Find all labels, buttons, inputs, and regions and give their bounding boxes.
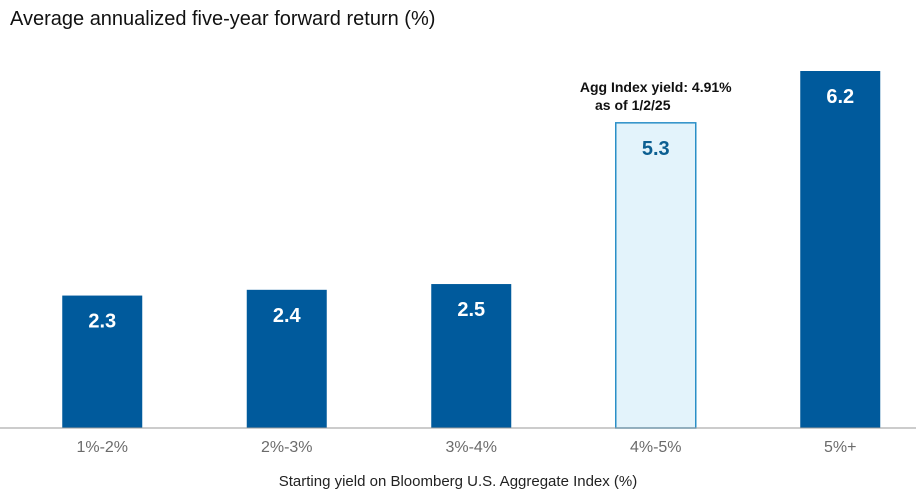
bar-value-label: 2.3	[88, 311, 116, 333]
annotation-line-2: as of 1/2/25	[595, 97, 671, 113]
bar-value-label: 5.3	[642, 138, 670, 160]
x-tick-label: 1%-2%	[76, 439, 128, 456]
bar-3%-4%	[431, 284, 512, 428]
bar-value-label: 2.5	[457, 299, 485, 321]
bar-value-label: 2.4	[273, 305, 302, 327]
annotation-line-1: Agg Index yield: 4.91%	[580, 79, 732, 95]
bar-1%-2%	[62, 295, 143, 428]
bars-group: 2.3 2.4 2.5 5.3 6.2	[62, 71, 881, 429]
x-tick-label: 3%-4%	[445, 439, 497, 456]
x-tick-label: 2%-3%	[261, 439, 313, 456]
chart-title: Average annualized five-year forward ret…	[10, 8, 436, 30]
bar-value-label: 6.2	[826, 86, 854, 108]
bar-2%-3%	[246, 289, 327, 428]
x-tick-label: 4%-5%	[630, 439, 682, 456]
annotation-group: Agg Index yield: 4.91% as of 1/2/25	[580, 79, 732, 113]
x-tick-labels: 1%-2% 2%-3% 3%-4% 4%-5% 5%+	[76, 439, 856, 456]
x-tick-label: 5%+	[824, 439, 856, 456]
bar-5%+	[800, 71, 881, 428]
x-axis-label: Starting yield on Bloomberg U.S. Aggrega…	[278, 473, 638, 490]
bar-4%-5%	[615, 122, 697, 429]
